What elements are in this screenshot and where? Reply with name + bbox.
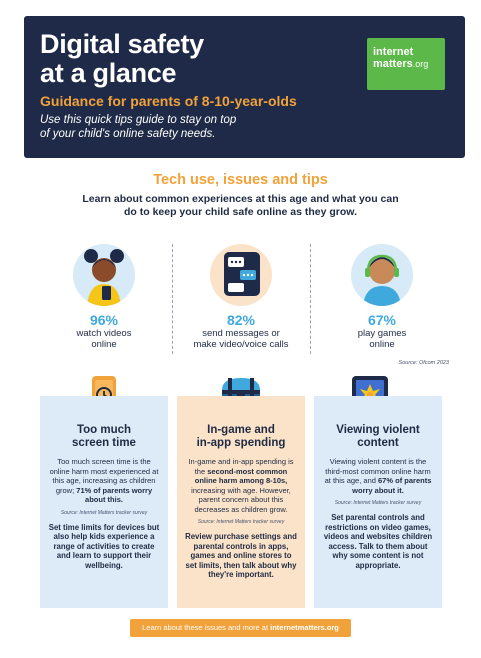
header-banner: Digital safety at a glance Guidance for …	[24, 16, 465, 158]
stat-percent: 96%	[89, 312, 119, 328]
card-body: In-game and in-app spending is the secon…	[188, 457, 294, 514]
card-source: Source: Internet Matters tracker survey	[334, 500, 422, 506]
card-body: Too much screen time is the online harm …	[49, 457, 159, 504]
page-subtitle: Guidance for parents of 8-10-year-olds	[40, 93, 297, 109]
section-title: Tech use, issues and tips	[153, 172, 328, 188]
card-title: Too much screen time	[72, 424, 136, 449]
stat-videos: 96% watch videos online	[34, 244, 174, 350]
section-description: Learn about common experiences at this a…	[82, 193, 399, 218]
child-with-phone-icon	[73, 244, 135, 306]
stat-percent: 82%	[226, 312, 256, 328]
stat-label: play games online	[357, 328, 407, 350]
stat-label: send messages or make video/voice calls	[193, 328, 289, 350]
card-screen-time: Too much screen time Too much screen tim…	[40, 396, 168, 608]
stat-divider	[172, 244, 173, 354]
card-tip: Review purchase settings and parental co…	[185, 532, 297, 579]
stat-games: 67% play games online	[312, 244, 452, 350]
card-title: In-game and in-app spending	[196, 424, 286, 449]
internet-matters-logo: internet matters.org	[367, 38, 445, 90]
page-title: Digital safety at a glance	[40, 29, 204, 88]
card-tip: Set parental controls and restrictions o…	[323, 513, 433, 570]
stat-percent: 67%	[367, 312, 397, 328]
card-violent-content: Viewing violent content Viewing violent …	[314, 396, 442, 608]
card-tip: Set time limits for devices but also hel…	[48, 522, 160, 570]
stat-messages: 82% send messages or make video/voice ca…	[171, 244, 311, 350]
card-title: Viewing violent content	[336, 424, 420, 449]
card-spending: In-game and in-app spending In-game and …	[177, 396, 305, 608]
card-source: Source: Internet Matters tracker survey	[197, 519, 285, 525]
intro-text: Use this quick tips guide to stay on top…	[40, 114, 237, 140]
card-body: Viewing violent content is the third-mos…	[324, 457, 432, 495]
learn-more-link[interactable]: Learn about these issues and more at int…	[130, 619, 351, 637]
stats-source: Source: Ofcom 2023	[398, 360, 449, 366]
stat-label: watch videos online	[76, 328, 132, 350]
chat-phone-icon	[210, 244, 272, 306]
card-source: Source: Internet Matters tracker survey	[60, 509, 148, 516]
child-with-headset-icon	[351, 244, 413, 306]
stat-divider	[310, 244, 311, 354]
